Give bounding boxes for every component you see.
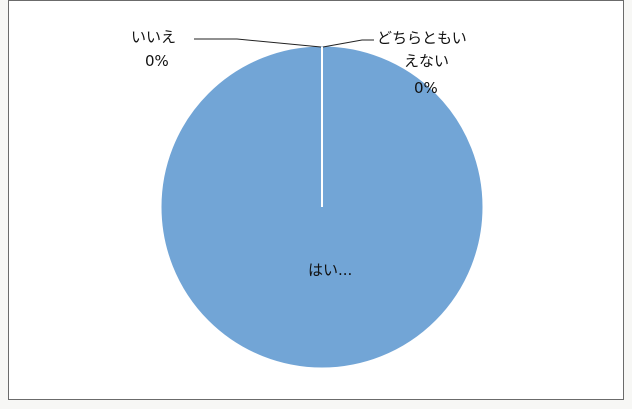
label-iie-value: 0% [145,52,169,70]
label-iie-name: いいえ [131,28,176,46]
label-dochira-name-line2: えない [404,52,449,70]
leader-line-iie [194,38,322,48]
label-dochira-value: 0% [414,79,438,97]
label-hai: はい... [308,261,352,279]
leader-line-dochira [322,39,374,48]
label-dochira-name-line1: どちらともい [377,29,467,47]
